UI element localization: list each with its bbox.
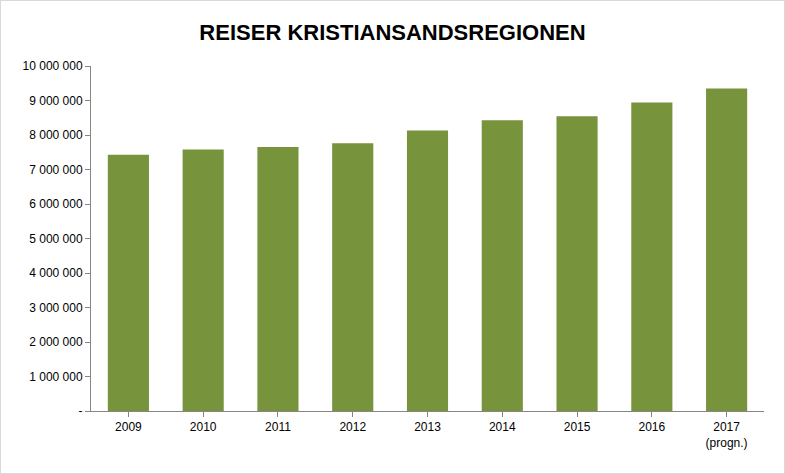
svg-text:8 000 000: 8 000 000 [29,128,83,142]
svg-text:4 000 000: 4 000 000 [29,266,83,280]
svg-text:2010: 2010 [190,420,217,434]
svg-text:REISER KRISTIANSANDSREGIONEN: REISER KRISTIANSANDSREGIONEN [199,20,585,45]
svg-text:10 000 000: 10 000 000 [23,59,83,73]
svg-text:2015: 2015 [564,420,591,434]
svg-text:2016: 2016 [638,420,665,434]
svg-text:2013: 2013 [414,420,441,434]
svg-text:9 000 000: 9 000 000 [29,94,83,108]
svg-text:6 000 000: 6 000 000 [29,197,83,211]
svg-text:3 000 000: 3 000 000 [29,301,83,315]
svg-text:-: - [79,404,83,418]
svg-text:5 000 000: 5 000 000 [29,232,83,246]
svg-text:1 000 000: 1 000 000 [29,370,83,384]
svg-text:2009: 2009 [115,420,142,434]
svg-text:2011: 2011 [265,420,291,434]
svg-text:2014: 2014 [489,420,516,434]
svg-text:7 000 000: 7 000 000 [29,163,83,177]
svg-text:2017(progn.): 2017(progn.) [706,420,748,450]
svg-text:2 000 000: 2 000 000 [29,335,83,349]
svg-text:2012: 2012 [339,420,366,434]
